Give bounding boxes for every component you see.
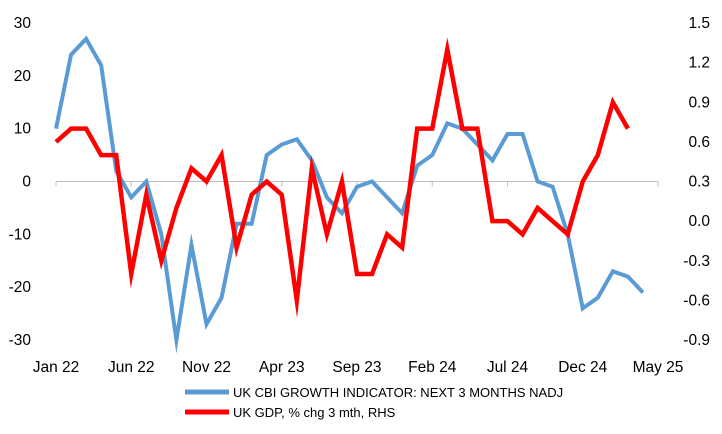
right-axis-ticks: -0.9 -0.6 -0.3 0.0 0.3 0.6 0.9 1.2 1.5 bbox=[683, 15, 710, 349]
right-tick-label: 1.2 bbox=[688, 55, 710, 72]
left-tick-label: 20 bbox=[14, 68, 32, 85]
left-tick-label: 30 bbox=[14, 15, 32, 32]
legend-label: UK GDP, % chg 3 mth, RHS bbox=[233, 405, 396, 420]
x-tick-label: Jan 22 bbox=[33, 359, 80, 376]
x-tick-label: Sep 23 bbox=[332, 359, 381, 376]
left-tick-label: 10 bbox=[14, 121, 32, 138]
left-tick-label: -20 bbox=[9, 279, 32, 296]
series-layer bbox=[54, 35, 645, 354]
right-tick-label: 1.5 bbox=[688, 15, 710, 32]
series-line-uk-gdp bbox=[54, 37, 630, 319]
right-tick-label: 0.3 bbox=[688, 174, 710, 191]
x-tick-label: Feb 24 bbox=[408, 359, 457, 376]
left-tick-label: -30 bbox=[9, 332, 32, 349]
x-tick-label: Jul 24 bbox=[487, 359, 529, 376]
x-tick-label: Nov 22 bbox=[182, 359, 231, 376]
x-axis-ticks: Jan 22 Jun 22 Nov 22 Apr 23 Sep 23 Feb 24 Jul … bbox=[33, 181, 684, 376]
left-axis-ticks: -30 -20 -10 0 10 20 30 bbox=[9, 15, 32, 349]
x-tick-label: May 25 bbox=[633, 359, 684, 376]
right-tick-label: -0.3 bbox=[683, 253, 710, 270]
right-tick-label: -0.6 bbox=[683, 292, 710, 309]
left-tick-label: -10 bbox=[9, 226, 32, 243]
x-tick-label: Dec 24 bbox=[558, 359, 607, 376]
right-tick-label: 0.9 bbox=[688, 94, 710, 111]
right-tick-label: 0.0 bbox=[688, 213, 710, 230]
right-tick-label: 0.6 bbox=[688, 134, 710, 151]
legend: UK CBI GROWTH INDICATOR: NEXT 3 MONTHS N… bbox=[185, 385, 563, 420]
right-tick-label: -0.9 bbox=[683, 332, 710, 349]
x-tick-label: Jun 22 bbox=[108, 359, 155, 376]
left-tick-label: 0 bbox=[22, 174, 31, 191]
series-line-cbi-growth-indicator bbox=[54, 35, 645, 354]
x-tick-label: Apr 23 bbox=[259, 359, 305, 376]
legend-label: UK CBI GROWTH INDICATOR: NEXT 3 MONTHS N… bbox=[233, 385, 563, 400]
